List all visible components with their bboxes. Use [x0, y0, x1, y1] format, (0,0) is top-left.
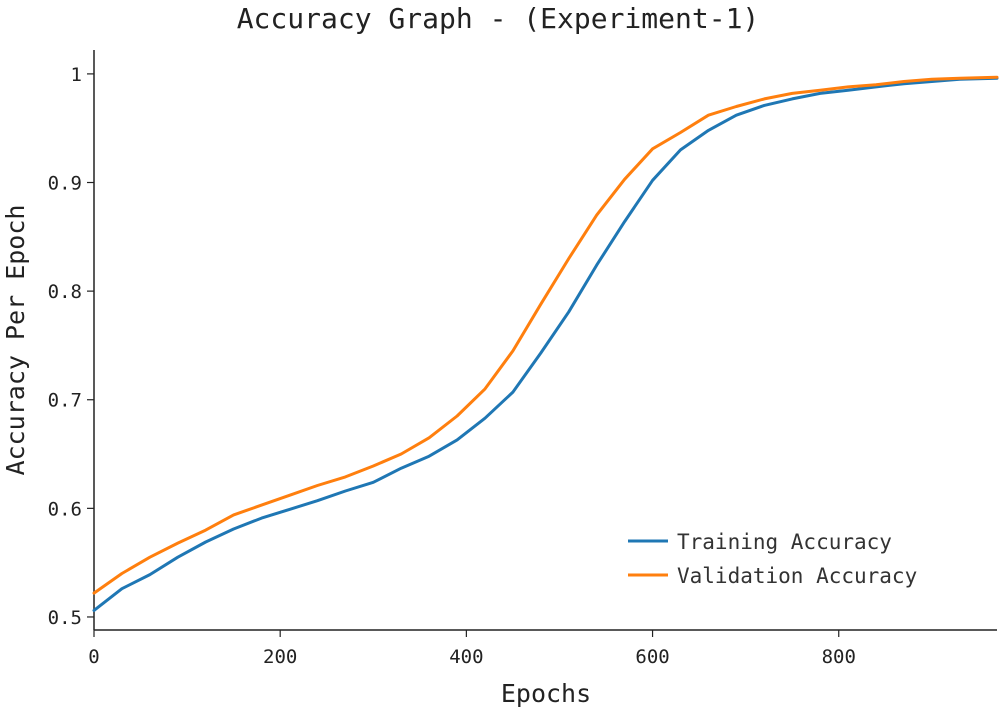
- legend-label-validation: Validation Accuracy: [677, 564, 917, 588]
- plot-area: 0 200 400 600 800 0.5 0.6 0.7 0.8 0.9 1: [48, 50, 999, 668]
- x-ticks: 0 200 400 600 800: [88, 630, 856, 668]
- y-axis-label: Accuracy Per Epoch: [1, 205, 30, 476]
- legend-label-training: Training Accuracy: [677, 530, 892, 554]
- y-tick-label: 1: [71, 64, 82, 86]
- x-tick-label: 200: [263, 646, 297, 668]
- y-tick-label: 0.6: [48, 498, 82, 520]
- x-axis-label: Epochs: [501, 679, 591, 708]
- training-accuracy-line: [92, 76, 999, 612]
- y-tick-label: 0.5: [48, 607, 82, 629]
- y-ticks: 0.5 0.6 0.7 0.8 0.9 1: [48, 64, 94, 629]
- validation-accuracy-line: [92, 75, 999, 595]
- chart-title: Accuracy Graph - (Experiment-1): [237, 2, 760, 35]
- y-tick-label: 0.9: [48, 173, 82, 195]
- y-tick-label: 0.8: [48, 281, 82, 303]
- legend: Training Accuracy Validation Accuracy: [628, 530, 917, 588]
- x-tick-label: 0: [88, 646, 99, 668]
- x-tick-label: 800: [822, 646, 856, 668]
- x-tick-label: 400: [449, 646, 483, 668]
- y-tick-label: 0.7: [48, 390, 82, 412]
- x-tick-label: 600: [635, 646, 669, 668]
- series-lines: [92, 75, 999, 612]
